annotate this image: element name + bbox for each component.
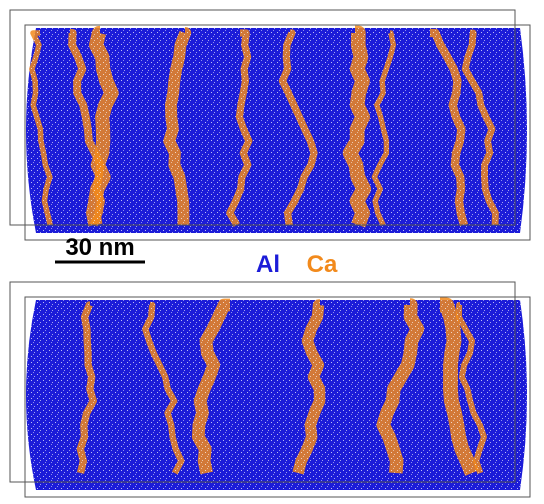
noise (26, 28, 527, 233)
figure: 30 nm Al Ca (0, 0, 544, 504)
legend-ca: Ca (307, 251, 338, 278)
scale-bar-label: 30 nm (65, 234, 134, 261)
noise (26, 300, 527, 490)
page: 30 nm Al Ca (() => { const data = JSON.p… (0, 0, 544, 504)
legend-al: Al (256, 251, 280, 278)
